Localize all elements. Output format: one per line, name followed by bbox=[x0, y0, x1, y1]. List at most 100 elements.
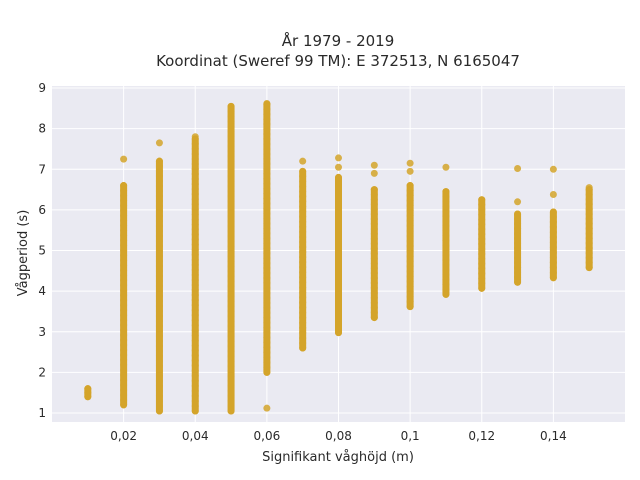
scatter-point bbox=[155, 157, 163, 165]
scatter-point bbox=[478, 211, 486, 219]
scatter-point bbox=[299, 339, 307, 347]
scatter-point bbox=[370, 274, 378, 282]
scatter-point bbox=[585, 210, 593, 218]
scatter-point bbox=[227, 192, 235, 200]
scatter-point bbox=[442, 256, 450, 264]
scatter-point bbox=[263, 120, 271, 128]
scatter-point bbox=[335, 249, 342, 257]
scatter-point bbox=[120, 326, 128, 334]
scatter-point bbox=[299, 248, 307, 256]
scatter-point bbox=[406, 257, 414, 265]
scatter-point bbox=[406, 167, 414, 175]
scatter-point bbox=[514, 268, 522, 276]
scatter-point bbox=[478, 245, 486, 253]
scatter-point bbox=[120, 296, 128, 304]
scatter-point bbox=[478, 206, 486, 214]
scatter-point bbox=[120, 231, 128, 239]
scatter-point bbox=[406, 182, 414, 190]
scatter-point bbox=[299, 324, 307, 332]
scatter-point bbox=[227, 377, 235, 385]
scatter-point bbox=[227, 352, 235, 360]
scatter-point bbox=[155, 177, 163, 185]
scatter-point bbox=[155, 182, 163, 190]
scatter-point bbox=[227, 257, 235, 265]
scatter-point bbox=[191, 190, 199, 198]
scatter-point bbox=[299, 294, 307, 302]
scatter-point bbox=[191, 362, 199, 370]
scatter-point bbox=[549, 218, 557, 226]
scatter-point bbox=[585, 264, 593, 272]
scatter-point bbox=[299, 334, 307, 342]
scatter-point bbox=[585, 195, 593, 203]
scatter-point bbox=[549, 233, 557, 241]
scatter-point bbox=[155, 402, 163, 410]
scatter-point bbox=[120, 241, 128, 249]
scatter-point bbox=[299, 182, 307, 190]
scatter-point bbox=[514, 278, 522, 286]
scatter-point bbox=[120, 182, 128, 190]
scatter-point bbox=[549, 264, 557, 272]
x-tick-label: 0,08 bbox=[325, 429, 352, 443]
scatter-point bbox=[191, 271, 199, 279]
scatter-point bbox=[155, 257, 163, 265]
scatter-point bbox=[155, 232, 163, 240]
scatter-point bbox=[585, 205, 593, 213]
scatter-point bbox=[370, 161, 378, 169]
x-tick-label: 0,02 bbox=[110, 429, 137, 443]
scatter-point bbox=[263, 279, 271, 287]
scatter-point bbox=[370, 210, 378, 218]
scatter-point bbox=[478, 250, 486, 258]
scatter-point bbox=[335, 223, 342, 231]
scatter-point bbox=[299, 263, 307, 271]
scatter-point bbox=[227, 127, 235, 135]
scatter-point bbox=[370, 269, 378, 277]
scatter-point bbox=[155, 297, 163, 305]
scatter-point bbox=[191, 301, 199, 309]
x-tick-label: 0,14 bbox=[540, 429, 567, 443]
scatter-point bbox=[299, 213, 307, 221]
scatter-point bbox=[191, 155, 199, 163]
scatter-point bbox=[155, 337, 163, 345]
scatter-point bbox=[120, 246, 128, 254]
scatter-point bbox=[442, 202, 450, 210]
scatter-point bbox=[227, 207, 235, 215]
scatter-point bbox=[227, 357, 235, 365]
scatter-point bbox=[406, 287, 414, 295]
scatter-point bbox=[227, 112, 235, 120]
scatter-point bbox=[478, 196, 486, 204]
scatter-point bbox=[406, 159, 414, 167]
scatter-point bbox=[299, 273, 307, 281]
scatter-point bbox=[227, 117, 235, 125]
scatter-point bbox=[227, 322, 235, 330]
scatter-point bbox=[120, 291, 128, 299]
x-tick-label: 0,06 bbox=[254, 429, 281, 443]
scatter-point bbox=[227, 177, 235, 185]
scatter-point bbox=[263, 264, 271, 272]
scatter-point bbox=[263, 219, 271, 227]
scatter-point bbox=[155, 192, 163, 200]
scatter-point bbox=[155, 307, 163, 315]
scatter-point bbox=[299, 228, 307, 236]
scatter-point bbox=[263, 175, 271, 183]
scatter-point bbox=[263, 214, 271, 222]
scatter-point bbox=[263, 105, 271, 113]
scatter-point bbox=[263, 368, 271, 376]
scatter-point bbox=[227, 332, 235, 340]
scatter-point bbox=[227, 382, 235, 390]
scatter-point bbox=[227, 317, 235, 325]
scatter-point bbox=[227, 337, 235, 345]
scatter-point bbox=[120, 196, 128, 204]
scatter-point bbox=[155, 322, 163, 330]
scatter-point bbox=[191, 236, 199, 244]
scatter-point bbox=[299, 278, 307, 286]
scatter-point bbox=[370, 299, 378, 307]
scatter-point bbox=[442, 237, 450, 245]
scatter-point bbox=[263, 180, 271, 188]
scatter-point bbox=[299, 268, 307, 276]
scatter-point bbox=[514, 234, 522, 242]
scatter-point bbox=[442, 222, 450, 230]
scatter-point bbox=[227, 252, 235, 260]
scatter-point bbox=[227, 392, 235, 400]
scatter-point bbox=[335, 294, 342, 302]
scatter-point bbox=[227, 182, 235, 190]
